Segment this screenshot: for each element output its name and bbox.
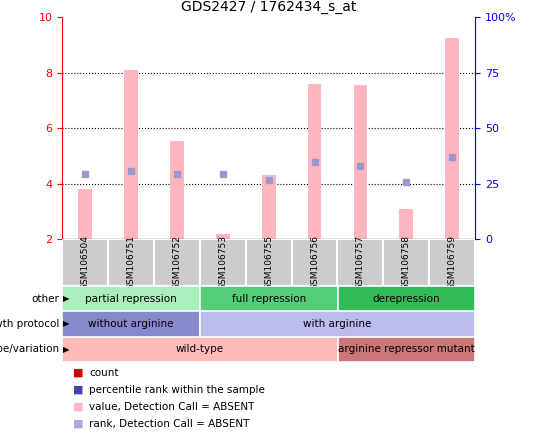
Text: arginine repressor mutant: arginine repressor mutant [338,344,475,354]
Text: GSM106756: GSM106756 [310,235,319,290]
Text: GSM106752: GSM106752 [172,235,181,290]
Bar [62,239,108,286]
Bar [446,38,459,239]
Bar [170,141,184,239]
Bar [400,209,413,239]
Text: percentile rank within the sample: percentile rank within the sample [89,385,265,395]
Text: ■: ■ [73,368,83,378]
Bar [62,286,200,311]
Text: derepression: derepression [373,293,440,304]
Bar [62,311,200,337]
Bar [200,311,475,337]
Bar [200,286,338,311]
Bar [124,70,138,239]
Bar [262,175,275,239]
Text: GSM106504: GSM106504 [80,235,90,290]
Title: GDS2427 / 1762434_s_at: GDS2427 / 1762434_s_at [181,0,356,13]
Bar [78,190,92,239]
Text: count: count [89,368,119,378]
Text: other: other [31,293,59,304]
Text: GSM106757: GSM106757 [356,235,365,290]
Text: without arginine: without arginine [88,319,174,329]
Bar [154,239,200,286]
Text: wild-type: wild-type [176,344,224,354]
Text: partial repression: partial repression [85,293,177,304]
Text: ■: ■ [73,419,83,428]
Text: growth protocol: growth protocol [0,319,59,329]
Bar [383,239,429,286]
Text: genotype/variation: genotype/variation [0,344,59,354]
Bar [216,234,229,239]
Text: value, Detection Call = ABSENT: value, Detection Call = ABSENT [89,402,254,412]
Bar [338,286,475,311]
Bar [200,239,246,286]
Text: GSM106755: GSM106755 [264,235,273,290]
Bar [338,337,475,362]
Text: rank, Detection Call = ABSENT: rank, Detection Call = ABSENT [89,419,249,428]
Bar [246,239,292,286]
Bar [308,84,321,239]
Text: with arginine: with arginine [303,319,372,329]
Bar [62,337,338,362]
Bar [354,85,367,239]
Bar [108,239,154,286]
Text: GSM106753: GSM106753 [218,235,227,290]
Text: ▶: ▶ [63,319,70,329]
Text: GSM106759: GSM106759 [448,235,457,290]
Text: ▶: ▶ [63,294,70,303]
Text: ▶: ▶ [63,345,70,354]
Bar [338,239,383,286]
Text: full repression: full repression [232,293,306,304]
Bar [292,239,338,286]
Text: ■: ■ [73,402,83,412]
Bar [429,239,475,286]
Text: GSM106751: GSM106751 [126,235,136,290]
Text: GSM106758: GSM106758 [402,235,411,290]
Text: ■: ■ [73,385,83,395]
